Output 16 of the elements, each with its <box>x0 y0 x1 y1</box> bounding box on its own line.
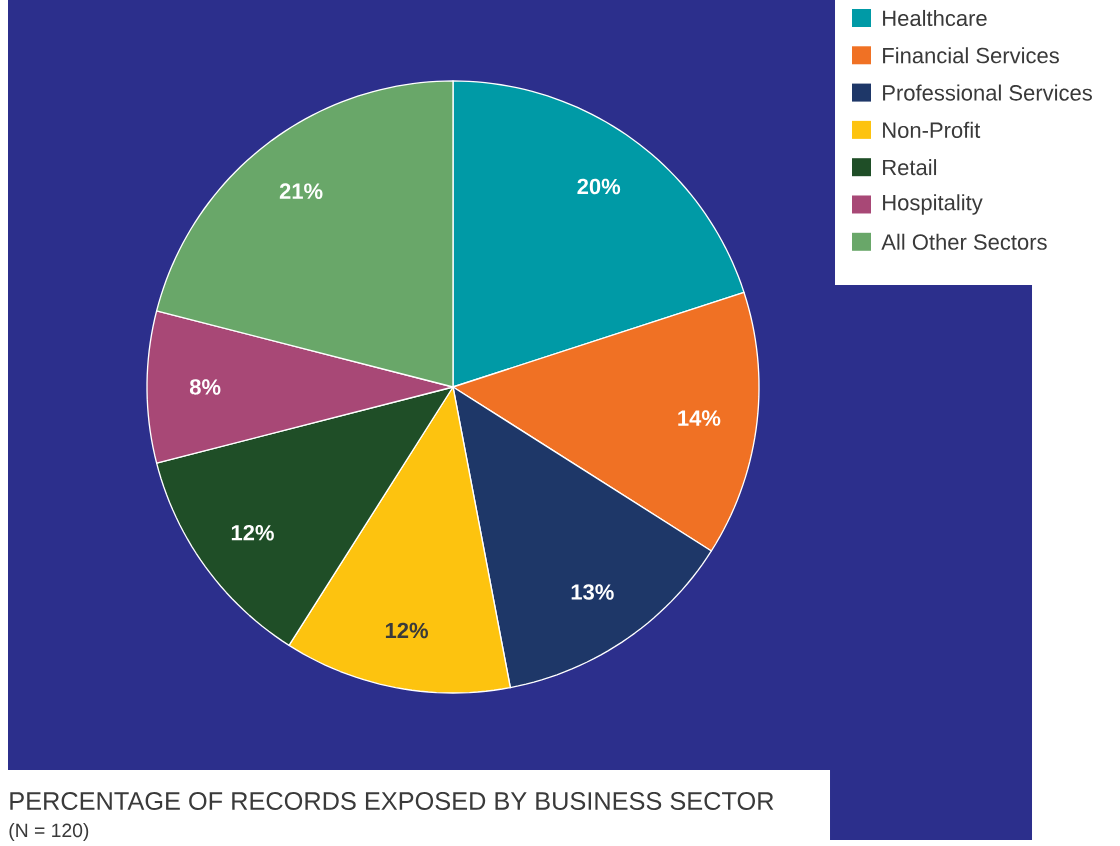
data-label: 20% <box>577 178 621 195</box>
legend-label: Financial Services <box>883 47 1059 64</box>
data-label: 12% <box>385 622 428 639</box>
legend-label: Hospitality <box>883 194 983 215</box>
text: PERCENTAGE OF RECORDS EXPOSED BY BUSINESS SECTOR <box>10 792 774 810</box>
legend-label: All Other Sectors <box>881 233 1047 250</box>
legend-label: Non-Profit <box>883 121 981 138</box>
text: (N = 120) <box>9 822 89 842</box>
legend-label: Healthcare <box>883 9 987 27</box>
legend-label: Professional Services <box>883 84 1092 101</box>
data-label: 12% <box>231 524 274 541</box>
data-label: 8% <box>189 379 221 395</box>
data-label: 21% <box>279 183 323 199</box>
data-label: 13% <box>571 584 614 600</box>
data-label: 14% <box>678 410 721 426</box>
legend-label: Retail <box>883 159 937 176</box>
